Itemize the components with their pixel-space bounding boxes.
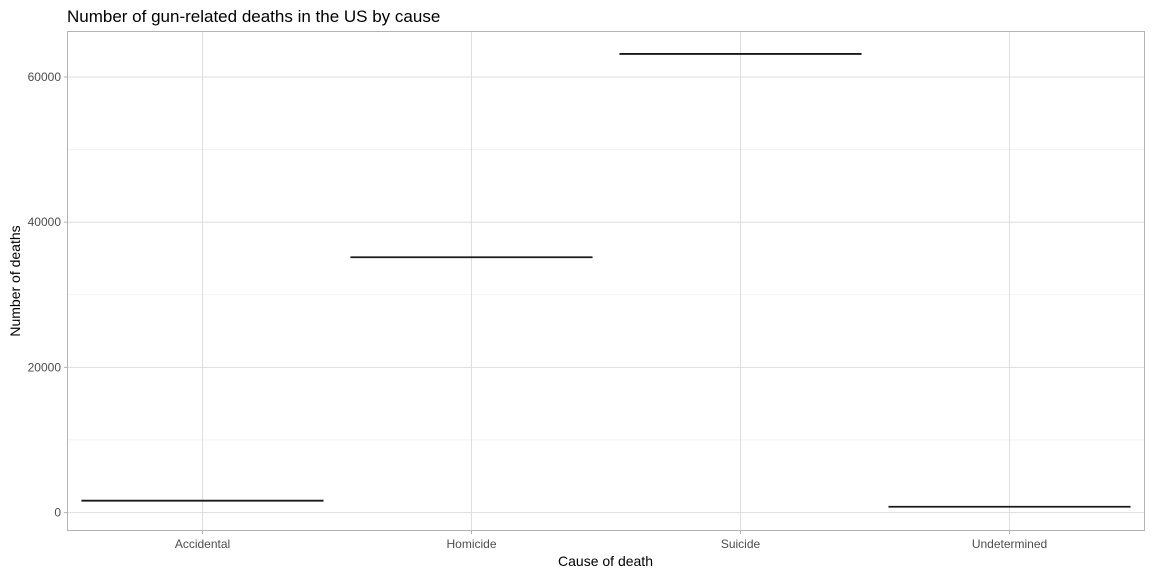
x-tick-label-accidental: Accidental: [175, 537, 230, 551]
x-tick-label-suicide: Suicide: [721, 537, 761, 551]
y-tick-label: 20000: [28, 360, 62, 374]
x-axis-title: Cause of death: [558, 553, 653, 569]
y-tick-label: 0: [54, 506, 61, 520]
data-marks: [81, 53, 1131, 508]
panel-border: [67, 31, 1145, 531]
y-axis-title: Number of deaths: [7, 225, 23, 336]
x-tick-label-homicide: Homicide: [446, 537, 496, 551]
y-tick-label: 60000: [28, 70, 62, 84]
x-tick-label-undetermined: Undetermined: [972, 537, 1047, 551]
y-tick-label: 40000: [28, 215, 62, 229]
axes: 0 20000 40000 60000 Accidental Homicide Suicid…: [28, 70, 1048, 551]
chart-title: Number of gun-related deaths in the US b…: [67, 7, 440, 26]
grid: [68, 32, 1144, 530]
